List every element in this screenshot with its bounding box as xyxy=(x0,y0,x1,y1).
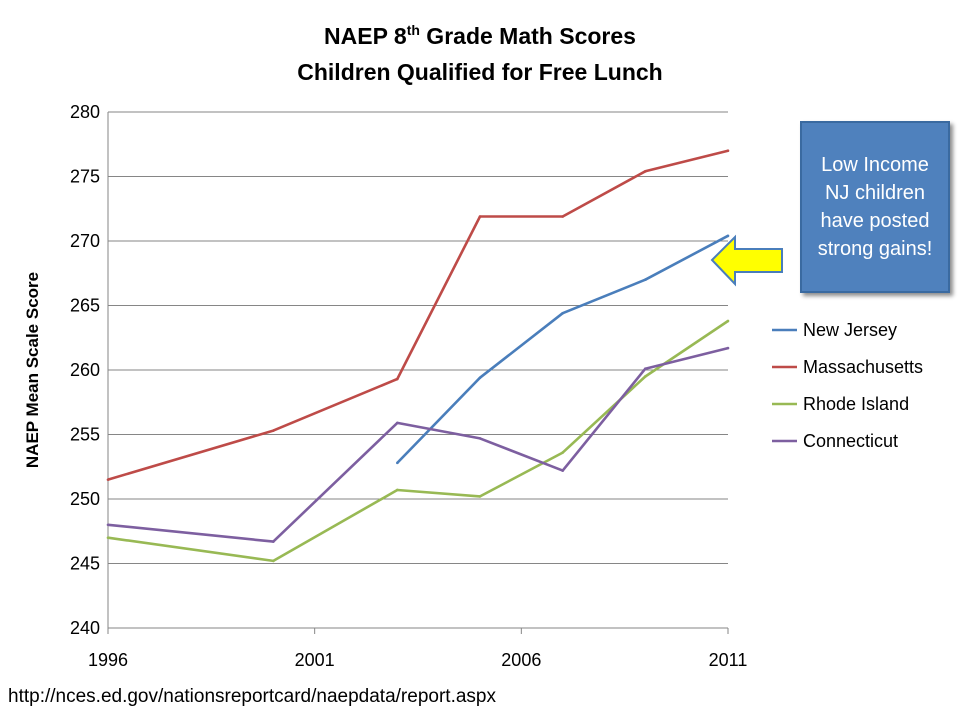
data-point-connecticut-2005 xyxy=(478,437,482,440)
data-point-connecticut-1996 xyxy=(106,523,110,527)
series-lines xyxy=(106,149,730,563)
gridlines xyxy=(108,111,728,564)
chart-title-prefix: NAEP 8 xyxy=(324,23,407,49)
axes xyxy=(107,112,728,629)
data-point-new-jersey-2009 xyxy=(644,278,647,282)
series-line-massachusetts xyxy=(107,149,729,481)
data-point-connecticut-2003 xyxy=(396,421,399,425)
data-point-massachusetts-2000 xyxy=(272,429,275,432)
annotation-callout: Low Income NJ children have posted stron… xyxy=(800,121,950,293)
y-tick-255: 255 xyxy=(70,425,100,445)
y-tick-labels: 240 245 250 255 260 265 270 275 280 xyxy=(70,102,100,638)
data-point-rhode-island-1996 xyxy=(106,536,110,539)
chart-title-suffix: Grade Math Scores xyxy=(420,23,636,49)
source-url[interactable]: http://nces.ed.gov/nationsreportcard/nae… xyxy=(8,686,496,707)
annotation-arrow xyxy=(710,234,783,287)
data-point-rhode-island-2000 xyxy=(272,559,275,563)
series-line-connecticut xyxy=(107,346,729,543)
y-tick-275: 275 xyxy=(70,167,100,187)
y-tick-245: 245 xyxy=(70,554,100,574)
y-tick-240: 240 xyxy=(70,618,100,638)
x-tick-2001: 2001 xyxy=(295,650,335,670)
data-point-new-jersey-2005 xyxy=(478,376,482,380)
legend-label-massachusetts: Massachusetts xyxy=(803,357,923,377)
data-point-massachusetts-2005 xyxy=(478,215,482,218)
y-axis-label: NAEP Mean Scale Score xyxy=(23,272,42,468)
data-point-rhode-island-2007 xyxy=(561,451,564,454)
data-point-new-jersey-2003 xyxy=(396,461,399,465)
legend-label-new-jersey: New Jersey xyxy=(803,320,897,340)
data-point-new-jersey-2007 xyxy=(561,311,564,315)
data-point-new-jersey-2011 xyxy=(726,234,730,238)
x-tick-1996: 1996 xyxy=(88,650,128,670)
legend-label-connecticut: Connecticut xyxy=(803,431,898,451)
data-point-rhode-island-2003 xyxy=(396,488,399,492)
data-point-massachusetts-1996 xyxy=(106,478,110,481)
x-tick-2006: 2006 xyxy=(501,650,541,670)
data-point-connecticut-2009 xyxy=(644,367,647,371)
data-point-massachusetts-2011 xyxy=(726,149,730,152)
y-tick-270: 270 xyxy=(70,231,100,251)
chart-title-superscript: th xyxy=(407,22,420,38)
data-point-rhode-island-2011 xyxy=(726,319,730,323)
data-point-massachusetts-2009 xyxy=(644,170,647,173)
series-line-new-jersey xyxy=(396,234,729,464)
data-point-massachusetts-2003 xyxy=(396,377,399,381)
data-point-connecticut-2011 xyxy=(726,346,730,350)
y-tick-280: 280 xyxy=(70,102,100,122)
legend-label-rhode-island: Rhode Island xyxy=(803,394,909,414)
data-point-connecticut-2007 xyxy=(561,469,564,472)
x-tick-2011: 2011 xyxy=(709,650,748,670)
legend: New Jersey Massachusetts Rhode Island Conne… xyxy=(772,320,923,451)
data-point-rhode-island-2005 xyxy=(478,495,482,498)
x-tick-labels: 1996 2001 2006 2011 xyxy=(88,628,747,670)
y-tick-250: 250 xyxy=(70,489,100,509)
data-point-connecticut-2000 xyxy=(272,540,275,543)
chart-subtitle: Children Qualified for Free Lunch xyxy=(297,59,662,85)
chart-title: NAEP 8th Grade Math Scores xyxy=(324,22,636,49)
data-point-massachusetts-2007 xyxy=(561,215,564,218)
y-tick-260: 260 xyxy=(70,360,100,380)
data-point-rhode-island-2009 xyxy=(644,375,647,378)
y-tick-265: 265 xyxy=(70,296,100,316)
